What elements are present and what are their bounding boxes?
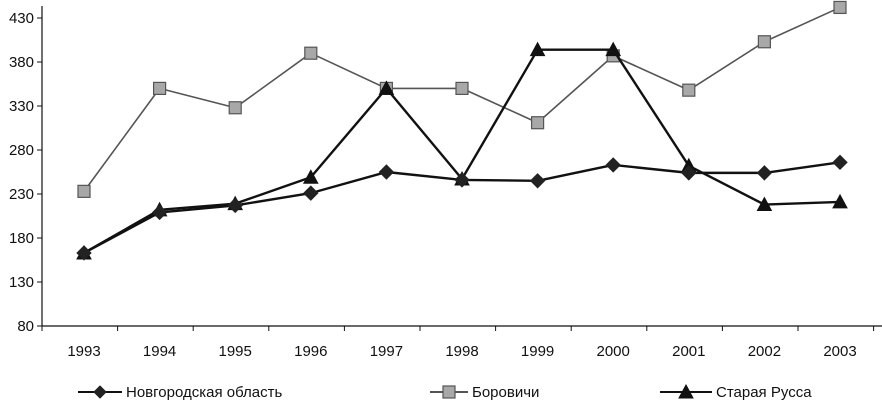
legend: Новгородская область Боровичи Старая Русса	[78, 383, 812, 401]
data-point-diamond	[681, 165, 697, 181]
data-point-diamond	[93, 385, 107, 399]
x-tick-label: 1996	[294, 343, 327, 360]
data-point-diamond	[76, 245, 92, 261]
x-tick-label: 2003	[823, 343, 856, 360]
data-point-square	[833, 0, 847, 15]
x-tick-label: 1998	[445, 343, 478, 360]
x-tick-label: 1995	[219, 343, 252, 360]
data-point-square	[530, 116, 545, 130]
y-tick-label: 380	[9, 54, 34, 71]
series-diamond	[76, 154, 848, 261]
series-triangle	[76, 41, 848, 260]
series-square	[77, 0, 847, 198]
data-point-diamond	[227, 197, 243, 214]
data-point-diamond	[756, 165, 773, 181]
series-line	[83, 6, 841, 192]
data-point-square	[442, 385, 456, 399]
data-point-square	[304, 46, 318, 60]
legend-item: Боровичи	[430, 384, 539, 401]
axes: 80 130 180 230 280 330 380 430 1993 1994 1995 1996 1…	[9, 6, 882, 360]
x-tick-label: 1997	[370, 343, 403, 360]
data-point-triangle	[678, 383, 694, 399]
legend-label: Боровичи	[472, 384, 539, 401]
x-tick-label: 2000	[597, 343, 630, 360]
data-point-diamond	[605, 157, 621, 173]
series-line	[83, 48, 841, 255]
legend-item: Новгородская область	[78, 384, 282, 401]
data-point-square	[455, 81, 469, 96]
data-point-diamond	[303, 185, 319, 201]
y-tick-label: 230	[9, 186, 34, 203]
data-point-square	[682, 83, 696, 97]
data-point-diamond	[832, 154, 848, 171]
legend-label: Старая Русса	[716, 384, 812, 401]
data-point-triangle	[756, 196, 773, 212]
legend-item: Старая Русса	[660, 383, 812, 401]
x-tick-label: 1993	[67, 343, 100, 360]
x-tick-label: 1999	[521, 343, 554, 360]
x-tick-label: 1994	[143, 343, 176, 360]
data-point-triangle	[832, 193, 848, 209]
data-point-diamond	[529, 173, 546, 189]
y-tick-label: 180	[9, 230, 34, 247]
data-point-square	[153, 81, 167, 96]
y-tick-label: 280	[9, 142, 34, 159]
legend-label: Новгородская область	[126, 384, 282, 401]
data-point-triangle	[378, 80, 395, 95]
x-tick-label: 2001	[672, 343, 705, 360]
data-point-diamond	[454, 172, 470, 188]
y-tick-label: 330	[9, 98, 34, 115]
data-point-diamond	[151, 204, 168, 221]
y-tick-label: 80	[17, 318, 34, 335]
data-point-triangle	[605, 41, 622, 57]
data-point-square	[77, 184, 91, 198]
data-point-square	[228, 101, 242, 115]
y-tick-label: 430	[9, 10, 34, 27]
series-layer	[76, 0, 848, 261]
data-point-triangle	[302, 169, 319, 184]
data-point-triangle	[529, 41, 546, 57]
x-tick-label: 2002	[748, 343, 781, 360]
y-tick-label: 130	[9, 274, 34, 291]
data-point-diamond	[378, 164, 395, 180]
data-point-square	[757, 35, 772, 49]
